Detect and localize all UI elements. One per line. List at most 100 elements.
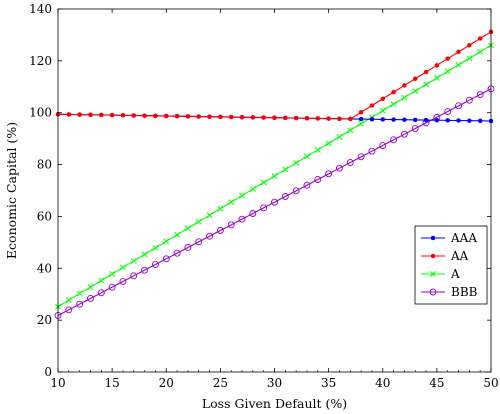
data-point	[87, 284, 94, 291]
data-point	[304, 153, 310, 160]
data-point	[151, 261, 159, 268]
y-tick-label: 140	[29, 2, 52, 16]
data-point	[402, 117, 407, 122]
marker-stroke	[130, 257, 137, 264]
data-point	[271, 198, 278, 206]
legend-marker	[430, 235, 436, 241]
data-point	[141, 266, 149, 274]
marker-stroke	[390, 101, 397, 108]
legend-label: AA	[450, 249, 469, 263]
data-point	[174, 113, 180, 119]
data-point	[206, 212, 213, 219]
data-point	[467, 118, 472, 123]
data-point	[249, 186, 256, 193]
x-tick-label: 35	[321, 376, 336, 390]
legend-entry-bbb: BBB	[421, 285, 478, 299]
marker-stroke	[347, 127, 354, 134]
data-point	[456, 118, 461, 123]
marker-stroke	[87, 284, 94, 291]
data-point	[358, 109, 364, 115]
data-point	[423, 69, 429, 75]
data-point	[347, 127, 354, 134]
data-point	[325, 170, 333, 178]
data-point	[153, 113, 158, 119]
marker-stroke	[271, 173, 278, 179]
marker-stroke	[98, 277, 105, 284]
data-point	[206, 232, 214, 240]
data-point	[108, 283, 116, 291]
data-point	[283, 115, 288, 121]
y-tick-label: 100	[29, 106, 52, 120]
data-point	[65, 306, 73, 314]
marker-stroke	[217, 205, 224, 212]
data-point	[218, 114, 223, 120]
y-tick-label: 20	[37, 313, 52, 327]
data-point	[391, 117, 396, 122]
plot-frame	[57, 8, 492, 373]
data-point	[379, 107, 386, 114]
legend-entry-aaa: AAA	[421, 231, 477, 245]
marker-stroke	[433, 75, 440, 81]
data-point	[109, 112, 115, 118]
marker-stroke	[228, 199, 235, 206]
data-point	[196, 114, 201, 119]
marker-stroke	[455, 61, 462, 68]
data-point	[142, 113, 147, 118]
data-point	[207, 114, 212, 119]
data-point	[76, 290, 83, 297]
data-point	[314, 176, 322, 183]
data-point	[216, 227, 224, 234]
data-point	[346, 159, 354, 166]
data-point	[76, 300, 84, 308]
data-point	[272, 115, 277, 120]
marker-stroke	[401, 94, 408, 101]
data-point	[130, 257, 137, 264]
data-point	[239, 192, 245, 199]
marker-stroke	[174, 231, 181, 238]
data-point	[228, 199, 235, 206]
series-bbb	[54, 85, 495, 319]
marker-stroke	[239, 192, 245, 199]
data-point	[184, 244, 192, 251]
data-point	[336, 133, 343, 140]
data-point	[184, 225, 191, 232]
data-point	[120, 113, 126, 118]
plot-area	[54, 29, 495, 319]
data-point	[467, 42, 472, 48]
marker-stroke	[379, 107, 386, 114]
marker-stroke	[282, 166, 289, 173]
x-axis-title: Loss Given Default (%)	[202, 396, 347, 411]
marker-stroke	[65, 297, 72, 304]
data-point	[195, 218, 202, 225]
data-point	[401, 94, 408, 101]
series-a	[55, 42, 494, 310]
data-point	[163, 238, 170, 245]
data-point	[326, 116, 331, 121]
data-point	[348, 116, 353, 122]
marker-stroke	[430, 271, 436, 277]
marker-stroke	[152, 244, 159, 251]
data-point	[445, 56, 450, 61]
data-point	[380, 96, 385, 102]
marker-stroke	[141, 251, 148, 258]
marker-stroke	[109, 271, 116, 277]
data-point	[303, 181, 311, 189]
data-point	[119, 264, 126, 271]
data-point	[336, 164, 343, 172]
y-tick-label: 40	[37, 261, 52, 275]
data-point	[65, 297, 72, 304]
data-point	[152, 244, 159, 251]
data-point	[391, 89, 396, 95]
data-point	[271, 173, 278, 179]
x-tick-label: 25	[213, 376, 228, 390]
data-point	[466, 55, 473, 62]
marker-stroke	[444, 68, 451, 75]
data-point	[87, 295, 94, 302]
data-point	[261, 115, 266, 120]
data-point	[239, 114, 245, 120]
data-point	[130, 272, 138, 280]
marker-stroke	[336, 133, 343, 140]
series-aa	[55, 29, 494, 122]
marker-stroke	[206, 212, 213, 219]
data-point	[141, 251, 148, 258]
